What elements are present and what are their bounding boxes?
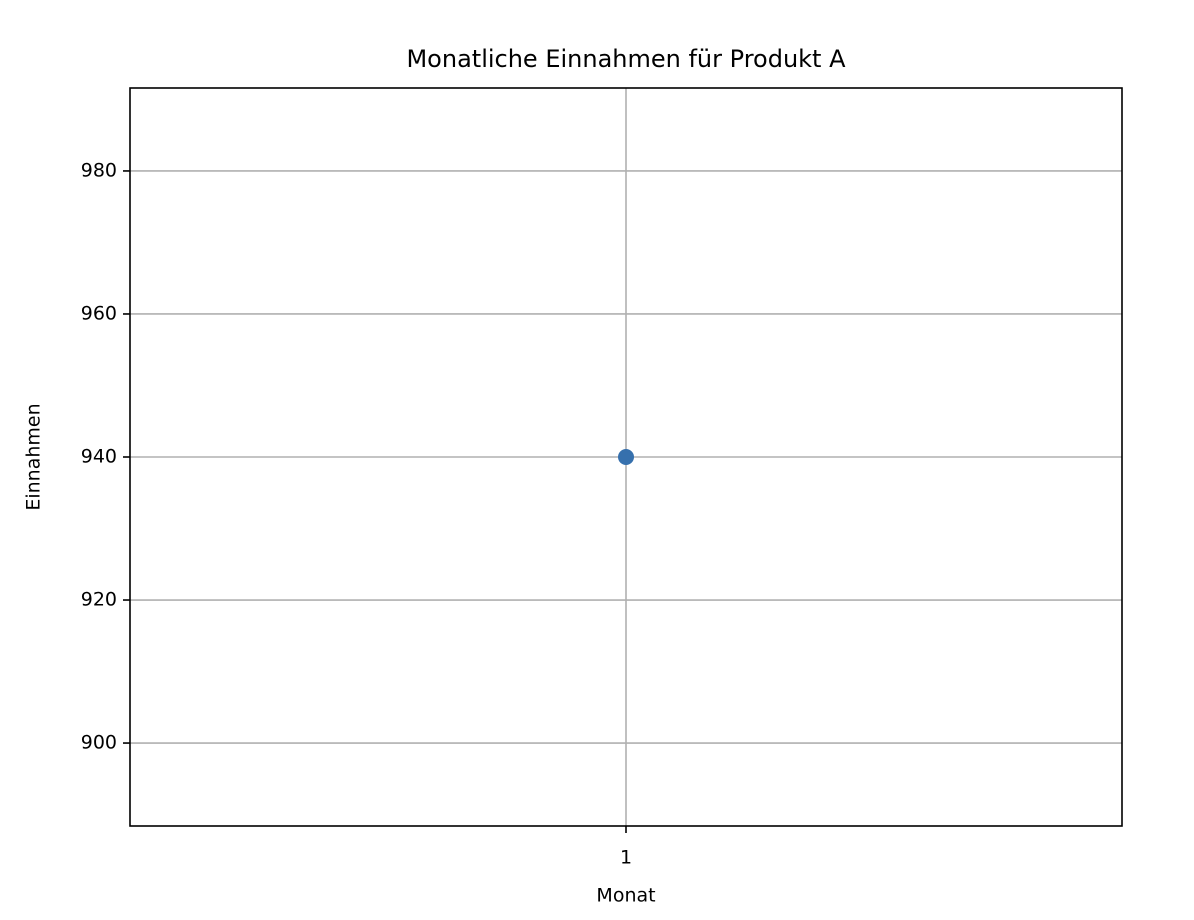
y-tick-label: 940 — [81, 446, 117, 468]
y-axis-label: Einnahmen — [23, 403, 45, 510]
x-axis-label: Monat — [596, 885, 655, 907]
plot-frame — [129, 87, 1123, 827]
y-tick-label: 920 — [81, 589, 117, 611]
y-tick-label: 900 — [81, 732, 117, 754]
marker — [618, 449, 634, 465]
x-tick-label: 1 — [620, 847, 632, 869]
chart-title: Monatliche Einnahmen für Produkt A — [406, 45, 846, 73]
y-tick-label: 960 — [81, 302, 117, 324]
y-tick-label: 980 — [81, 159, 117, 181]
